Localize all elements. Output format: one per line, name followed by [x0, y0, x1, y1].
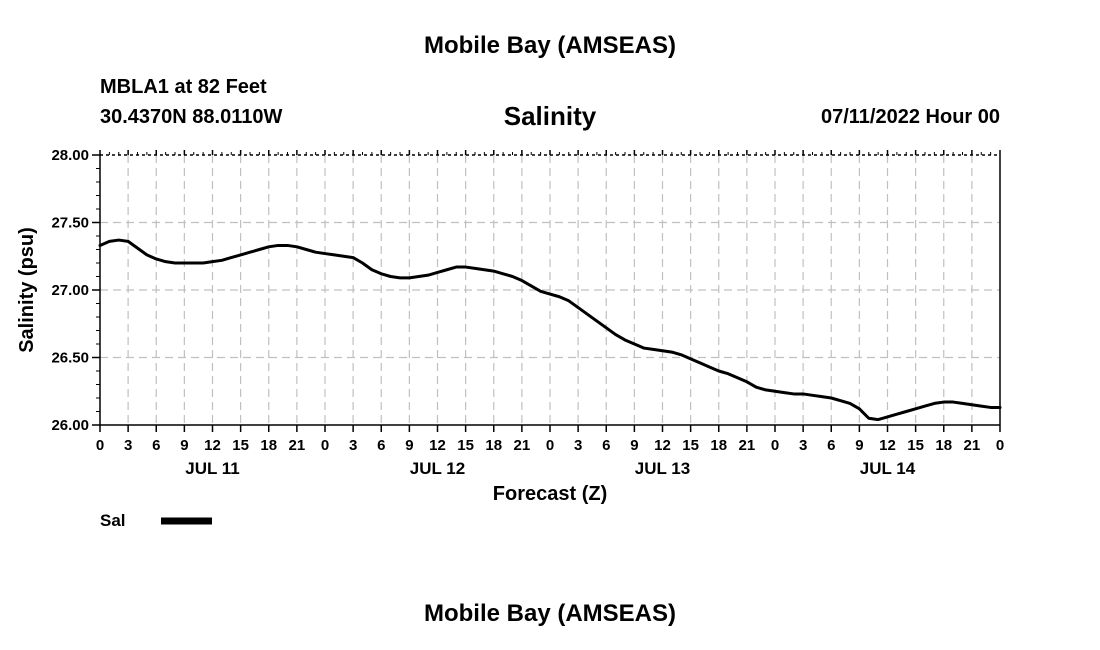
x-tick-label: 12 — [879, 437, 896, 454]
x-tick-label: 0 — [96, 437, 104, 454]
x-tick-label: 0 — [771, 437, 779, 454]
y-tick-label: 26.50 — [51, 350, 89, 367]
day-label: JUL 13 — [635, 459, 690, 478]
x-tick-label: 12 — [204, 437, 221, 454]
x-tick-label: 9 — [855, 437, 863, 454]
x-tick-label: 12 — [654, 437, 671, 454]
x-tick-label: 6 — [827, 437, 835, 454]
y-axis-label: Salinity (psu) — [16, 227, 38, 353]
chart-main-title: Mobile Bay (AMSEAS) — [423, 32, 677, 59]
chart-variable-title: Salinity — [503, 101, 597, 131]
x-tick-label: 21 — [514, 437, 531, 454]
y-tick-label: 26.00 — [51, 417, 89, 434]
series-line-sal — [98, 238, 1002, 422]
x-tick-label: 3 — [799, 437, 807, 454]
x-tick-label: 0 — [321, 437, 329, 454]
x-tick-label: 18 — [710, 437, 727, 454]
x-tick-label: 15 — [682, 437, 699, 454]
axes: 0 3 6 9 12 15 18 21 0 3 6 9 12 15 18 21 0 3 6 9 12 15 18 21 0 3 6 9… — [51, 147, 1004, 478]
station-label: MBLA1 at 82 Feet — [100, 76, 267, 98]
x-tick-label: 9 — [405, 437, 413, 454]
chart-footer-title: Mobile Bay (AMSEAS) — [423, 600, 677, 627]
day-label: JUL 12 — [410, 459, 465, 478]
x-tick-label: 9 — [630, 437, 638, 454]
x-tick-label: 21 — [739, 437, 756, 454]
x-tick-label: 12 — [429, 437, 446, 454]
station-coordinates: 30.4370N 88.0110W — [100, 106, 283, 128]
x-tick-label: 6 — [377, 437, 385, 454]
x-tick-label: 3 — [574, 437, 582, 454]
x-tick-label: 0 — [996, 437, 1004, 454]
y-tick-label: 27.50 — [51, 215, 89, 232]
x-tick-label: 15 — [457, 437, 474, 454]
x-tick-label: 18 — [485, 437, 502, 454]
x-tick-label: 6 — [152, 437, 160, 454]
y-tick-label: 28.00 — [51, 147, 89, 164]
x-tick-label: 18 — [260, 437, 277, 454]
y-tick-label: 27.00 — [51, 282, 89, 299]
x-tick-label: 21 — [964, 437, 981, 454]
x-tick-label: 21 — [289, 437, 306, 454]
x-tick-label: 3 — [349, 437, 357, 454]
x-tick-label: 6 — [602, 437, 610, 454]
x-tick-label: 18 — [935, 437, 952, 454]
day-label: JUL 14 — [860, 459, 916, 478]
x-tick-label: 9 — [180, 437, 188, 454]
x-tick-label: 3 — [124, 437, 132, 454]
x-tick-label: 0 — [546, 437, 554, 454]
series-layer — [98, 238, 1002, 422]
x-tick-label: 15 — [232, 437, 249, 454]
grid-lines — [100, 155, 1000, 425]
x-tick-label: 15 — [907, 437, 924, 454]
legend-label-sal: Sal — [100, 511, 126, 530]
x-axis-label: Forecast (Z) — [493, 483, 607, 505]
day-label: JUL 11 — [185, 459, 240, 478]
forecast-datetime: 07/11/2022 Hour 00 — [820, 106, 1000, 128]
